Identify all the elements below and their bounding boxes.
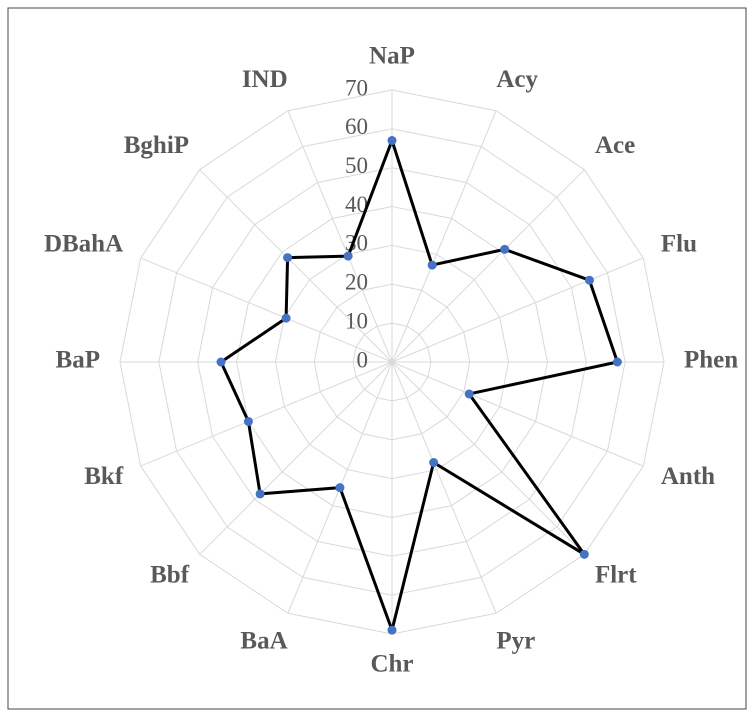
category-label: Flu: [661, 230, 697, 257]
tick-label: 40: [345, 192, 368, 217]
data-point: [335, 483, 345, 493]
spoke: [391, 110, 497, 363]
category-label: Flrt: [595, 562, 637, 589]
data-point: [283, 253, 293, 263]
tick-label: 70: [345, 75, 368, 100]
category-label: BaP: [56, 347, 100, 374]
category-label: Anth: [661, 463, 715, 490]
spoke: [140, 257, 393, 363]
category-label: Pyr: [496, 628, 535, 655]
spoke: [140, 361, 393, 467]
data-point: [584, 275, 594, 285]
data-point: [579, 549, 589, 559]
data-point: [216, 357, 226, 367]
category-label: DBahA: [44, 230, 123, 257]
tick-label: 0: [357, 347, 369, 372]
spoke: [391, 361, 497, 614]
tick-label: 10: [345, 308, 368, 333]
data-point: [612, 357, 622, 367]
data-point: [387, 625, 397, 635]
category-label: Ace: [595, 132, 635, 159]
data-point: [429, 458, 439, 468]
data-point: [281, 313, 291, 323]
data-point: [343, 251, 353, 261]
category-label: Acy: [496, 66, 538, 93]
data-point: [464, 389, 474, 399]
category-label: Phen: [684, 347, 738, 374]
spoke: [391, 169, 585, 363]
category-label: Chr: [370, 651, 413, 678]
spoke: [391, 361, 585, 555]
data-point: [387, 136, 397, 146]
spoke: [199, 169, 393, 363]
spoke: [287, 110, 393, 363]
tick-label: 20: [345, 270, 368, 295]
category-label: BghiP: [124, 132, 189, 159]
tick-label: 60: [345, 114, 368, 139]
category-label: Bbf: [150, 562, 190, 589]
chart-border: [7, 7, 747, 710]
spoke: [391, 361, 644, 467]
data-point: [255, 489, 265, 499]
category-label: IND: [242, 66, 288, 93]
category-label: NaP: [369, 43, 415, 70]
data-point: [243, 416, 253, 426]
spoke: [199, 361, 393, 555]
category-label: Bkf: [84, 463, 124, 490]
tick-label: 50: [345, 153, 368, 178]
category-label: BaA: [240, 628, 287, 655]
data-point: [427, 260, 437, 270]
data-point: [500, 244, 510, 254]
spoke: [391, 257, 644, 363]
